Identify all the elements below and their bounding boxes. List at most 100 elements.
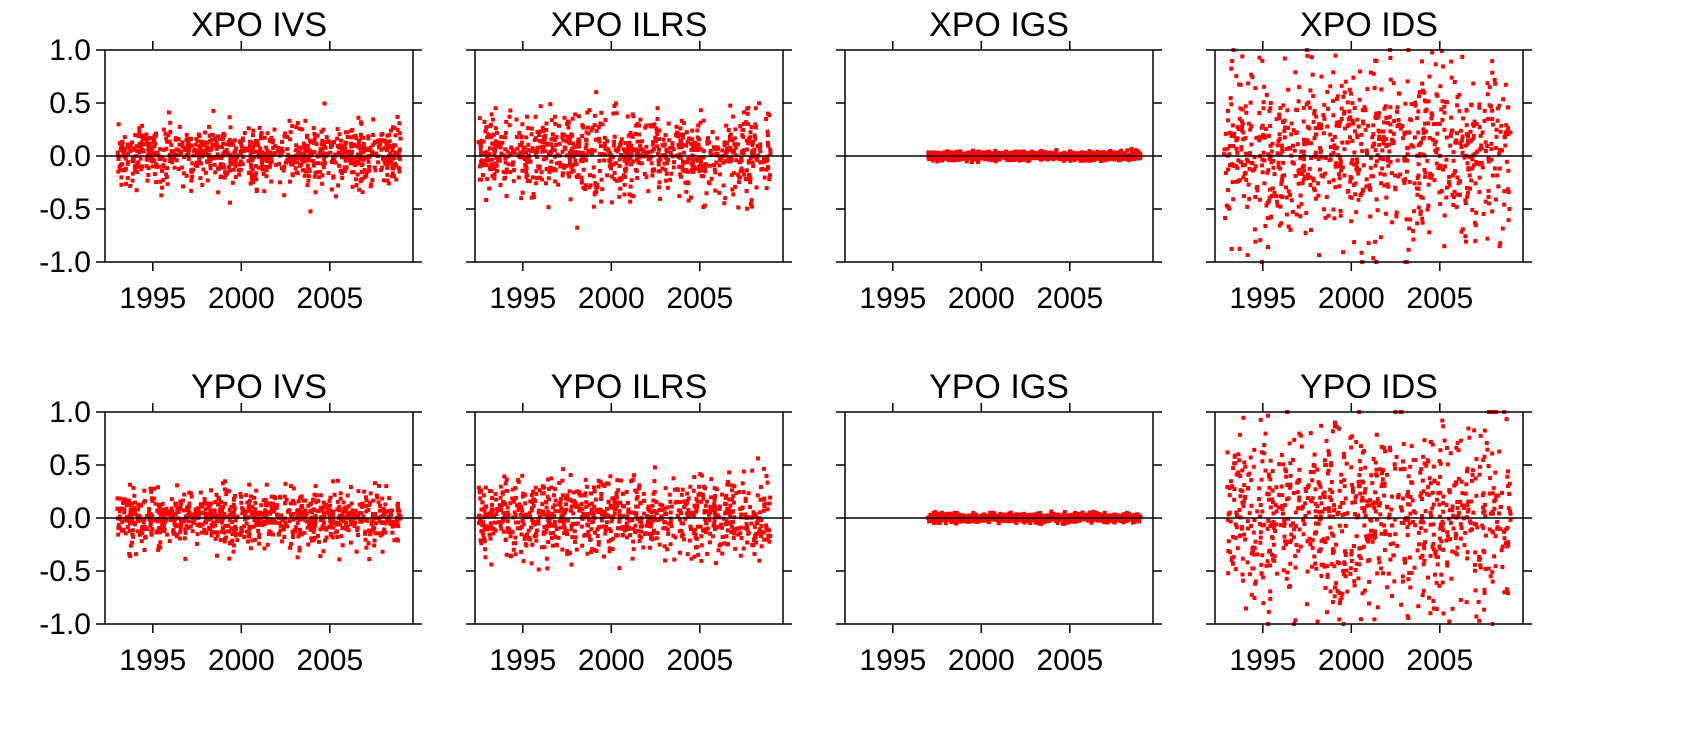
data-point [244, 509, 249, 514]
data-point [1253, 239, 1258, 244]
data-point [1301, 119, 1306, 124]
data-point [349, 501, 354, 506]
data-point [145, 142, 150, 147]
data-point [488, 165, 492, 170]
data-point [650, 124, 655, 129]
data-point [568, 551, 572, 555]
data-point [198, 502, 203, 507]
data-point [220, 508, 225, 513]
data-point [1286, 87, 1291, 92]
data-point [298, 495, 303, 500]
data-point [1388, 159, 1393, 164]
data-point [237, 162, 241, 167]
data-point [121, 501, 126, 505]
data-point [1054, 149, 1059, 154]
data-point [1261, 150, 1266, 155]
data-points [115, 478, 403, 562]
data-point [363, 504, 368, 509]
data-point [295, 555, 300, 560]
data-point [726, 479, 731, 484]
data-point [374, 152, 379, 157]
data-point [213, 137, 217, 141]
data-point [127, 498, 132, 503]
data-point [556, 182, 561, 187]
data-point [263, 521, 267, 525]
data-point [246, 506, 251, 511]
data-point [1407, 179, 1412, 184]
data-point [550, 536, 554, 541]
data-point [748, 505, 753, 509]
data-point [626, 133, 631, 138]
data-point [1405, 79, 1410, 84]
data-point [198, 490, 203, 495]
data-point [685, 139, 690, 144]
data-point [713, 146, 718, 151]
data-point [627, 140, 632, 145]
data-point [1270, 159, 1275, 163]
data-point [170, 509, 175, 514]
data-point [617, 164, 622, 168]
data-point [340, 168, 345, 173]
data-point [1328, 84, 1333, 89]
data-point [307, 168, 312, 173]
data-point [1226, 118, 1231, 123]
data-point [127, 521, 132, 526]
data-point [567, 141, 572, 146]
data-point [586, 530, 591, 535]
data-point [1277, 132, 1282, 137]
data-point [1353, 129, 1357, 134]
data-point [292, 501, 297, 506]
data-point [1312, 136, 1317, 141]
data-point [731, 535, 736, 540]
data-point [580, 123, 585, 128]
data-point [1489, 157, 1494, 162]
data-point [569, 148, 574, 153]
data-point [987, 149, 992, 154]
data-point [743, 496, 748, 501]
data-point [203, 507, 208, 512]
data-point [268, 150, 273, 155]
data-point [297, 126, 302, 131]
data-point [681, 521, 686, 526]
data-point [705, 141, 710, 146]
data-point [1416, 173, 1421, 178]
data-point [146, 146, 151, 151]
data-point [676, 508, 681, 513]
data-point [1400, 124, 1405, 128]
data-point [376, 531, 381, 536]
data-point [158, 512, 163, 517]
data-point [1240, 107, 1245, 112]
data-point [176, 137, 181, 142]
data-point [565, 493, 570, 498]
data-point [976, 156, 981, 161]
data-point [610, 547, 615, 551]
data-point [1450, 173, 1455, 178]
data-point [587, 108, 592, 113]
data-point [1343, 79, 1348, 84]
data-point [127, 552, 132, 556]
data-point [128, 543, 133, 548]
data-point [1485, 144, 1490, 148]
data-point [1337, 184, 1342, 189]
data-point [698, 120, 703, 125]
data-point [120, 139, 125, 144]
data-point [195, 139, 200, 144]
data-point [134, 144, 139, 149]
data-point [219, 145, 224, 150]
data-point [748, 202, 753, 206]
data-point [132, 165, 137, 170]
data-point [1363, 108, 1368, 113]
data-point [1430, 113, 1435, 117]
data-point [656, 151, 660, 156]
data-point [1348, 179, 1353, 184]
data-point [486, 158, 491, 163]
data-point [694, 144, 698, 149]
data-point [677, 152, 682, 157]
data-point [743, 512, 748, 517]
data-point [1374, 197, 1379, 202]
x-tick-label: 2000 [578, 282, 645, 315]
data-point [1370, 135, 1375, 140]
data-point [280, 139, 284, 144]
data-point [1496, 106, 1500, 111]
data-point [349, 151, 354, 156]
